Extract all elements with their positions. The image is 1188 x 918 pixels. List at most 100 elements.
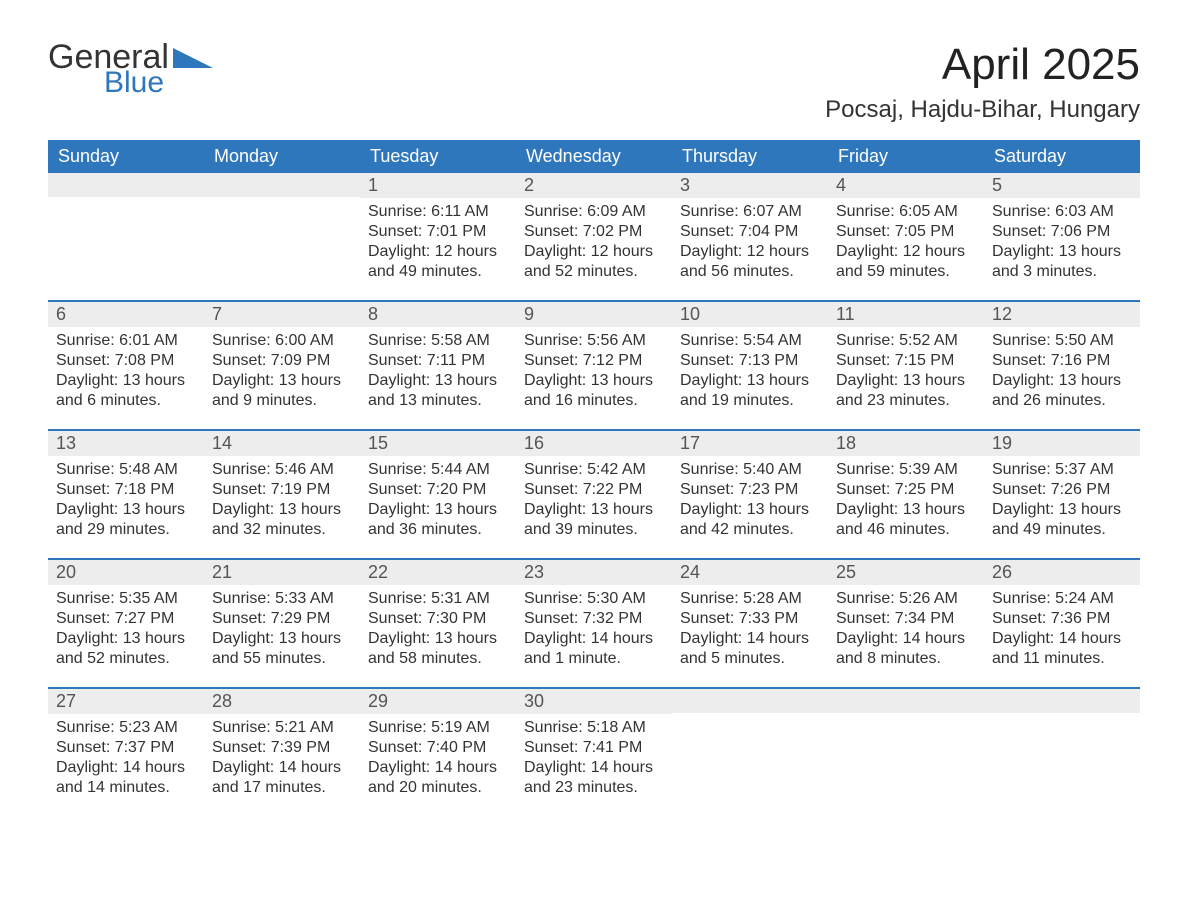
day-body: Sunrise: 5:42 AMSunset: 7:22 PMDaylight:… [516,456,672,558]
daylight-text: Daylight: 14 hours and 17 minutes. [212,758,352,798]
daylight-text: Daylight: 14 hours and 1 minute. [524,629,664,669]
sunrise-text: Sunrise: 5:48 AM [56,460,196,480]
daylight-text: Daylight: 13 hours and 32 minutes. [212,500,352,540]
day-body: Sunrise: 6:00 AMSunset: 7:09 PMDaylight:… [204,327,360,429]
day-number: 19 [984,431,1140,456]
day-number: 2 [516,173,672,198]
day-cell: 6Sunrise: 6:01 AMSunset: 7:08 PMDaylight… [48,302,204,429]
sunrise-text: Sunrise: 5:39 AM [836,460,976,480]
day-number: 1 [360,173,516,198]
daylight-text: Daylight: 12 hours and 49 minutes. [368,242,508,282]
daylight-text: Daylight: 13 hours and 26 minutes. [992,371,1132,411]
day-body: Sunrise: 6:09 AMSunset: 7:02 PMDaylight:… [516,198,672,300]
day-cell [204,173,360,300]
sunset-text: Sunset: 7:20 PM [368,480,508,500]
day-number: 26 [984,560,1140,585]
brand-logo: General Blue [48,40,213,98]
day-number: 7 [204,302,360,327]
sunset-text: Sunset: 7:30 PM [368,609,508,629]
daylight-text: Daylight: 13 hours and 19 minutes. [680,371,820,411]
day-body: Sunrise: 5:26 AMSunset: 7:34 PMDaylight:… [828,585,984,687]
sunset-text: Sunset: 7:39 PM [212,738,352,758]
page-title: April 2025 [825,40,1140,90]
day-number: 22 [360,560,516,585]
sunrise-text: Sunrise: 5:44 AM [368,460,508,480]
day-cell: 15Sunrise: 5:44 AMSunset: 7:20 PMDayligh… [360,431,516,558]
day-cell [672,689,828,816]
day-body: Sunrise: 5:50 AMSunset: 7:16 PMDaylight:… [984,327,1140,429]
sunrise-text: Sunrise: 5:21 AM [212,718,352,738]
sunrise-text: Sunrise: 5:42 AM [524,460,664,480]
day-cell: 25Sunrise: 5:26 AMSunset: 7:34 PMDayligh… [828,560,984,687]
day-cell: 8Sunrise: 5:58 AMSunset: 7:11 PMDaylight… [360,302,516,429]
day-number [672,689,828,713]
sunset-text: Sunset: 7:25 PM [836,480,976,500]
sunset-text: Sunset: 7:36 PM [992,609,1132,629]
daylight-text: Daylight: 13 hours and 6 minutes. [56,371,196,411]
sunset-text: Sunset: 7:34 PM [836,609,976,629]
day-body: Sunrise: 6:05 AMSunset: 7:05 PMDaylight:… [828,198,984,300]
sunrise-text: Sunrise: 5:26 AM [836,589,976,609]
sunset-text: Sunset: 7:26 PM [992,480,1132,500]
daylight-text: Daylight: 12 hours and 59 minutes. [836,242,976,282]
day-cell [48,173,204,300]
day-body: Sunrise: 5:39 AMSunset: 7:25 PMDaylight:… [828,456,984,558]
daylight-text: Daylight: 13 hours and 16 minutes. [524,371,664,411]
sunset-text: Sunset: 7:40 PM [368,738,508,758]
day-cell: 1Sunrise: 6:11 AMSunset: 7:01 PMDaylight… [360,173,516,300]
day-body: Sunrise: 5:23 AMSunset: 7:37 PMDaylight:… [48,714,204,816]
day-number: 9 [516,302,672,327]
logo-triangle-icon [173,42,213,68]
day-number: 5 [984,173,1140,198]
week-row: 1Sunrise: 6:11 AMSunset: 7:01 PMDaylight… [48,173,1140,300]
sunrise-text: Sunrise: 5:28 AM [680,589,820,609]
day-cell: 21Sunrise: 5:33 AMSunset: 7:29 PMDayligh… [204,560,360,687]
day-number: 12 [984,302,1140,327]
day-number: 17 [672,431,828,456]
sunrise-text: Sunrise: 5:24 AM [992,589,1132,609]
day-number: 3 [672,173,828,198]
day-body: Sunrise: 5:46 AMSunset: 7:19 PMDaylight:… [204,456,360,558]
daylight-text: Daylight: 14 hours and 20 minutes. [368,758,508,798]
daylight-text: Daylight: 14 hours and 5 minutes. [680,629,820,669]
day-cell: 11Sunrise: 5:52 AMSunset: 7:15 PMDayligh… [828,302,984,429]
sunrise-text: Sunrise: 6:05 AM [836,202,976,222]
day-cell: 30Sunrise: 5:18 AMSunset: 7:41 PMDayligh… [516,689,672,816]
daylight-text: Daylight: 13 hours and 36 minutes. [368,500,508,540]
sunrise-text: Sunrise: 6:09 AM [524,202,664,222]
sunset-text: Sunset: 7:06 PM [992,222,1132,242]
week-row: 13Sunrise: 5:48 AMSunset: 7:18 PMDayligh… [48,429,1140,558]
day-body [48,197,204,219]
weeks-container: 1Sunrise: 6:11 AMSunset: 7:01 PMDaylight… [48,173,1140,816]
day-number: 20 [48,560,204,585]
sunrise-text: Sunrise: 5:18 AM [524,718,664,738]
dow-thursday: Thursday [672,140,828,173]
sunset-text: Sunset: 7:33 PM [680,609,820,629]
daylight-text: Daylight: 13 hours and 39 minutes. [524,500,664,540]
sunrise-text: Sunrise: 6:07 AM [680,202,820,222]
sunrise-text: Sunrise: 5:31 AM [368,589,508,609]
day-number: 11 [828,302,984,327]
dow-wednesday: Wednesday [516,140,672,173]
day-cell: 16Sunrise: 5:42 AMSunset: 7:22 PMDayligh… [516,431,672,558]
day-body: Sunrise: 5:58 AMSunset: 7:11 PMDaylight:… [360,327,516,429]
day-cell: 20Sunrise: 5:35 AMSunset: 7:27 PMDayligh… [48,560,204,687]
sunset-text: Sunset: 7:27 PM [56,609,196,629]
day-body: Sunrise: 5:33 AMSunset: 7:29 PMDaylight:… [204,585,360,687]
sunset-text: Sunset: 7:29 PM [212,609,352,629]
day-cell [984,689,1140,816]
location-subtitle: Pocsaj, Hajdu-Bihar, Hungary [825,96,1140,124]
sunset-text: Sunset: 7:02 PM [524,222,664,242]
sunrise-text: Sunrise: 6:01 AM [56,331,196,351]
sunrise-text: Sunrise: 5:58 AM [368,331,508,351]
sunset-text: Sunset: 7:11 PM [368,351,508,371]
day-body [984,713,1140,735]
day-number: 28 [204,689,360,714]
day-number: 4 [828,173,984,198]
day-cell: 4Sunrise: 6:05 AMSunset: 7:05 PMDaylight… [828,173,984,300]
day-cell: 19Sunrise: 5:37 AMSunset: 7:26 PMDayligh… [984,431,1140,558]
sunrise-text: Sunrise: 5:19 AM [368,718,508,738]
sunset-text: Sunset: 7:12 PM [524,351,664,371]
calendar: Sunday Monday Tuesday Wednesday Thursday… [48,140,1140,816]
sunset-text: Sunset: 7:23 PM [680,480,820,500]
